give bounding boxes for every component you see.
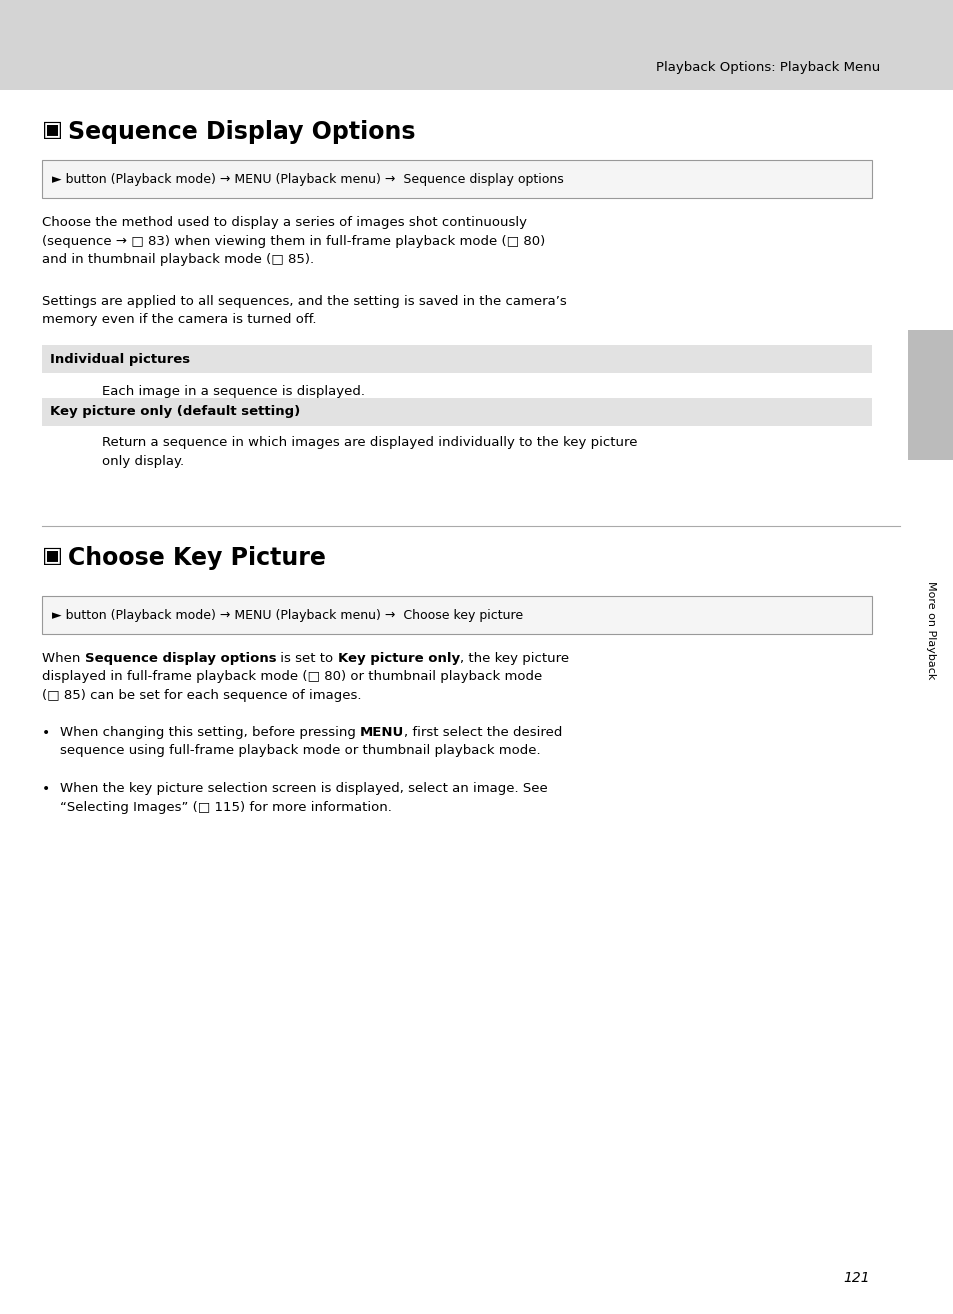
FancyBboxPatch shape xyxy=(42,160,871,198)
FancyBboxPatch shape xyxy=(907,330,953,460)
FancyBboxPatch shape xyxy=(42,346,871,373)
Text: Choose Key Picture: Choose Key Picture xyxy=(68,547,326,570)
FancyBboxPatch shape xyxy=(0,0,953,89)
Text: 121: 121 xyxy=(842,1271,869,1285)
Text: ▣: ▣ xyxy=(42,547,63,566)
Text: Each image in a sequence is displayed.: Each image in a sequence is displayed. xyxy=(102,385,365,398)
Text: displayed in full-frame playback mode (□ 80) or thumbnail playback mode
(□ 85) c: displayed in full-frame playback mode (□… xyxy=(42,670,541,702)
Text: Settings are applied to all sequences, and the setting is saved in the camera’s
: Settings are applied to all sequences, a… xyxy=(42,296,566,326)
Text: •: • xyxy=(42,782,51,796)
Text: •: • xyxy=(42,727,51,740)
Text: Key picture only (default setting): Key picture only (default setting) xyxy=(50,406,300,418)
Text: ► button (Playback mode) → MENU (Playback menu) →  Sequence display options: ► button (Playback mode) → MENU (Playbac… xyxy=(52,172,563,185)
Text: is set to: is set to xyxy=(276,652,337,665)
Text: Key picture only: Key picture only xyxy=(337,652,459,665)
Text: Return a sequence in which images are displayed individually to the key picture
: Return a sequence in which images are di… xyxy=(102,436,637,468)
Text: When: When xyxy=(42,652,85,665)
Text: Playback Options: Playback Menu: Playback Options: Playback Menu xyxy=(655,62,879,75)
Text: More on Playback: More on Playback xyxy=(925,581,935,679)
Text: Choose the method used to display a series of images shot continuously
(sequence: Choose the method used to display a seri… xyxy=(42,215,545,265)
Text: ► button (Playback mode) → MENU (Playback menu) →  Choose key picture: ► button (Playback mode) → MENU (Playbac… xyxy=(52,608,522,622)
FancyBboxPatch shape xyxy=(42,398,871,426)
Text: ▣: ▣ xyxy=(42,120,63,141)
Text: , the key picture: , the key picture xyxy=(459,652,568,665)
Text: , first select the desired: , first select the desired xyxy=(404,727,562,738)
Text: When the key picture selection screen is displayed, select an image. See
“Select: When the key picture selection screen is… xyxy=(60,782,547,813)
Text: sequence using full-frame playback mode or thumbnail playback mode.: sequence using full-frame playback mode … xyxy=(60,744,540,757)
Text: Sequence Display Options: Sequence Display Options xyxy=(68,120,416,145)
FancyBboxPatch shape xyxy=(42,597,871,633)
Text: Individual pictures: Individual pictures xyxy=(50,352,190,365)
Text: Sequence display options: Sequence display options xyxy=(85,652,276,665)
Text: MENU: MENU xyxy=(359,727,404,738)
Text: When changing this setting, before pressing: When changing this setting, before press… xyxy=(60,727,359,738)
